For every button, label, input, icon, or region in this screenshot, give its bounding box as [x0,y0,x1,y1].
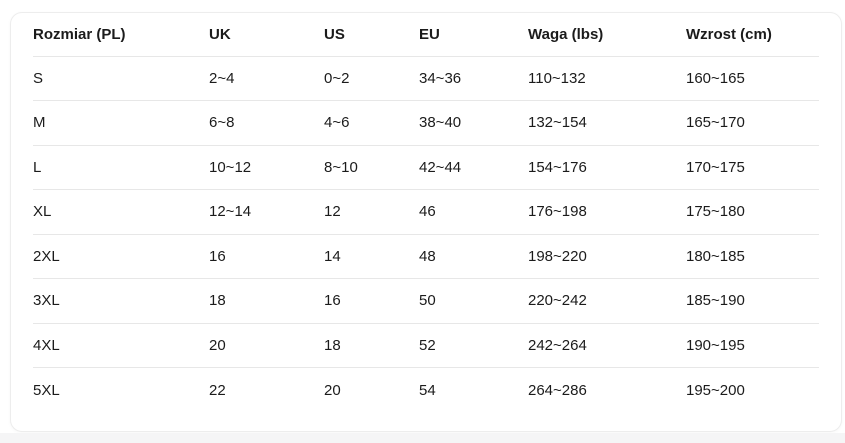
table-cell: 185~190 [686,278,819,324]
table-cell: M [33,100,209,146]
table-row: 3XL 18 16 50 220~242 185~190 [33,278,819,324]
table-cell: 3XL [33,278,209,324]
table-cell: 10~12 [209,145,324,190]
table-cell: 20 [324,381,341,399]
column-header: Waga (lbs) [528,13,686,57]
table-cell: 160~165 [686,56,819,101]
table-cell: XL [33,189,209,235]
table-cell: 0~2 [324,56,419,101]
table-cell: 4~6 [324,100,419,146]
table-cell: 154~176 [528,145,686,190]
table-cell: 20 [209,323,324,368]
table-cell: 12 [324,189,419,235]
table-row: L 10~12 8~10 42~44 154~176 170~175 [33,145,819,190]
column-header: EU [419,13,528,57]
page-bottom-strip [0,433,845,443]
table-cell: 4XL [33,323,209,368]
table-cell: S [33,56,209,101]
table-cell: 34~36 [419,56,528,101]
table-cell: 110~132 [528,56,686,101]
table-cell: 18 [324,323,419,368]
table-cell: 242~264 [528,323,686,368]
table-cell: 176~198 [528,189,686,235]
table-cell: 52 [419,323,528,368]
column-header: Rozmiar (PL) [33,13,209,57]
table-cell: 190~195 [686,323,819,368]
table-row: S 2~4 0~2 34~36 110~132 160~165 [33,56,819,101]
table-row: 5XL 22 20 54 264~286 195~200 [33,368,819,413]
table-cell: 50 [419,278,528,324]
table-cell: 22 [209,381,226,399]
table-cell: 195~200 [686,381,745,399]
table-cell: 5XL [33,381,60,399]
table-cell: 180~185 [686,234,819,279]
table-cell: 38~40 [419,100,528,146]
size-chart-card: Rozmiar (PL) UK US EU Waga (lbs) Wzrost (cm) … [10,12,842,432]
table-cell: 18 [209,278,324,324]
column-header: UK [209,13,324,57]
table-cell: 170~175 [686,145,819,190]
size-chart-table: Rozmiar (PL) UK US EU Waga (lbs) Wzrost (cm) … [33,13,819,412]
table-cell: 54 [419,381,436,399]
table-row: M 6~8 4~6 38~40 132~154 165~170 [33,100,819,146]
table-cell: 2~4 [209,56,324,101]
table-cell: 198~220 [528,234,686,279]
table-cell: 42~44 [419,145,528,190]
table-header: Rozmiar (PL) UK US EU Waga (lbs) Wzrost (cm) [33,13,819,57]
table-row: 4XL 20 18 52 242~264 190~195 [33,323,819,368]
table-cell: 2XL [33,234,209,279]
table-row: XL 12~14 12 46 176~198 175~180 [33,189,819,235]
table-cell: 48 [419,234,528,279]
table-cell: 264~286 [528,381,587,399]
table-cell: 14 [324,234,419,279]
table-cell: 8~10 [324,145,419,190]
table-cell: 6~8 [209,100,324,146]
table-cell: 16 [324,278,419,324]
table-cell: 132~154 [528,100,686,146]
table-cell: 175~180 [686,189,819,235]
column-header: Wzrost (cm) [686,13,819,57]
table-cell: 12~14 [209,189,324,235]
table-row: 2XL 16 14 48 198~220 180~185 [33,234,819,279]
table-cell: 46 [419,189,528,235]
table-cell: 220~242 [528,278,686,324]
table-cell: 16 [209,234,324,279]
table-cell: 165~170 [686,100,819,146]
table-cell: L [33,145,209,190]
column-header: US [324,13,419,57]
header-row: Rozmiar (PL) UK US EU Waga (lbs) Wzrost (cm) [33,13,819,57]
